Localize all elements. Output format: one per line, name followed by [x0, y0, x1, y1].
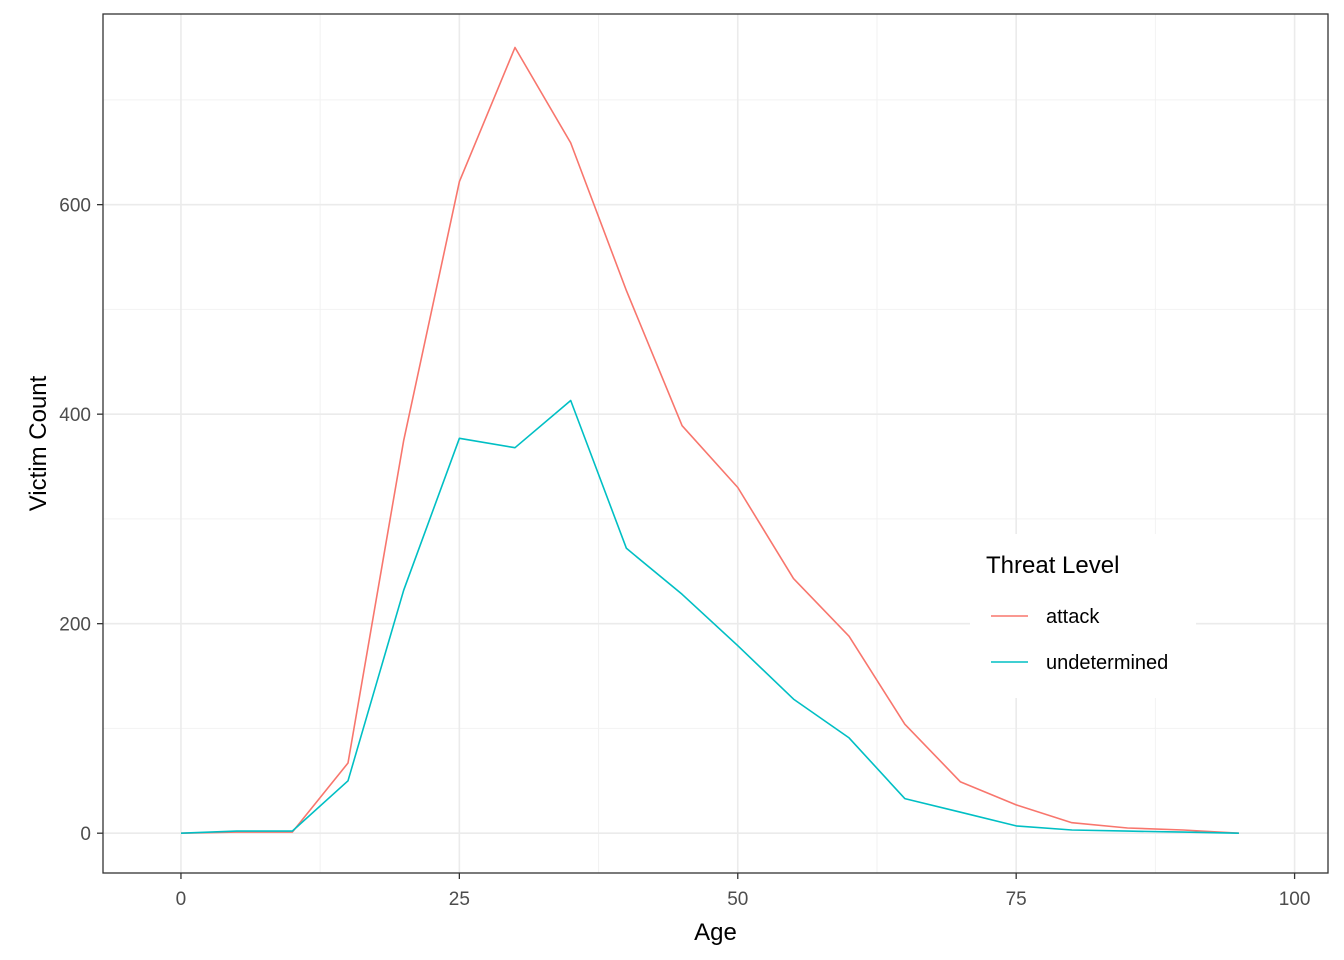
x-tick-label: 100: [1279, 889, 1311, 910]
series-line-attack: [180, 46, 1239, 834]
legend-items: attack undetermined: [991, 606, 1168, 674]
x-axis: 0 25 50 75 100: [176, 873, 1311, 910]
plot-panel-border: [102, 13, 1329, 874]
x-axis-title: Age: [694, 919, 737, 946]
y-axis-title: Victim Count: [25, 375, 52, 511]
legend-label-attack: attack: [1046, 606, 1100, 628]
legend: Threat Level attack undetermined: [970, 534, 1196, 698]
y-tick-label: 400: [59, 405, 91, 426]
x-tick-label: 75: [1006, 889, 1027, 910]
y-tick-label: 200: [59, 615, 91, 636]
legend-label-undetermined: undetermined: [1046, 652, 1168, 674]
x-tick-label: 0: [176, 889, 187, 910]
y-tick-label: 0: [80, 824, 91, 845]
y-axis: 0 200 400 600: [59, 196, 103, 845]
minor-gridlines: [103, 14, 1328, 873]
x-tick-label: 50: [727, 889, 748, 910]
x-tick-label: 25: [449, 889, 470, 910]
legend-title: Threat Level: [986, 552, 1119, 579]
series-lines: [180, 46, 1239, 834]
series-line-undetermined: [180, 399, 1239, 834]
y-tick-label: 600: [59, 196, 91, 217]
